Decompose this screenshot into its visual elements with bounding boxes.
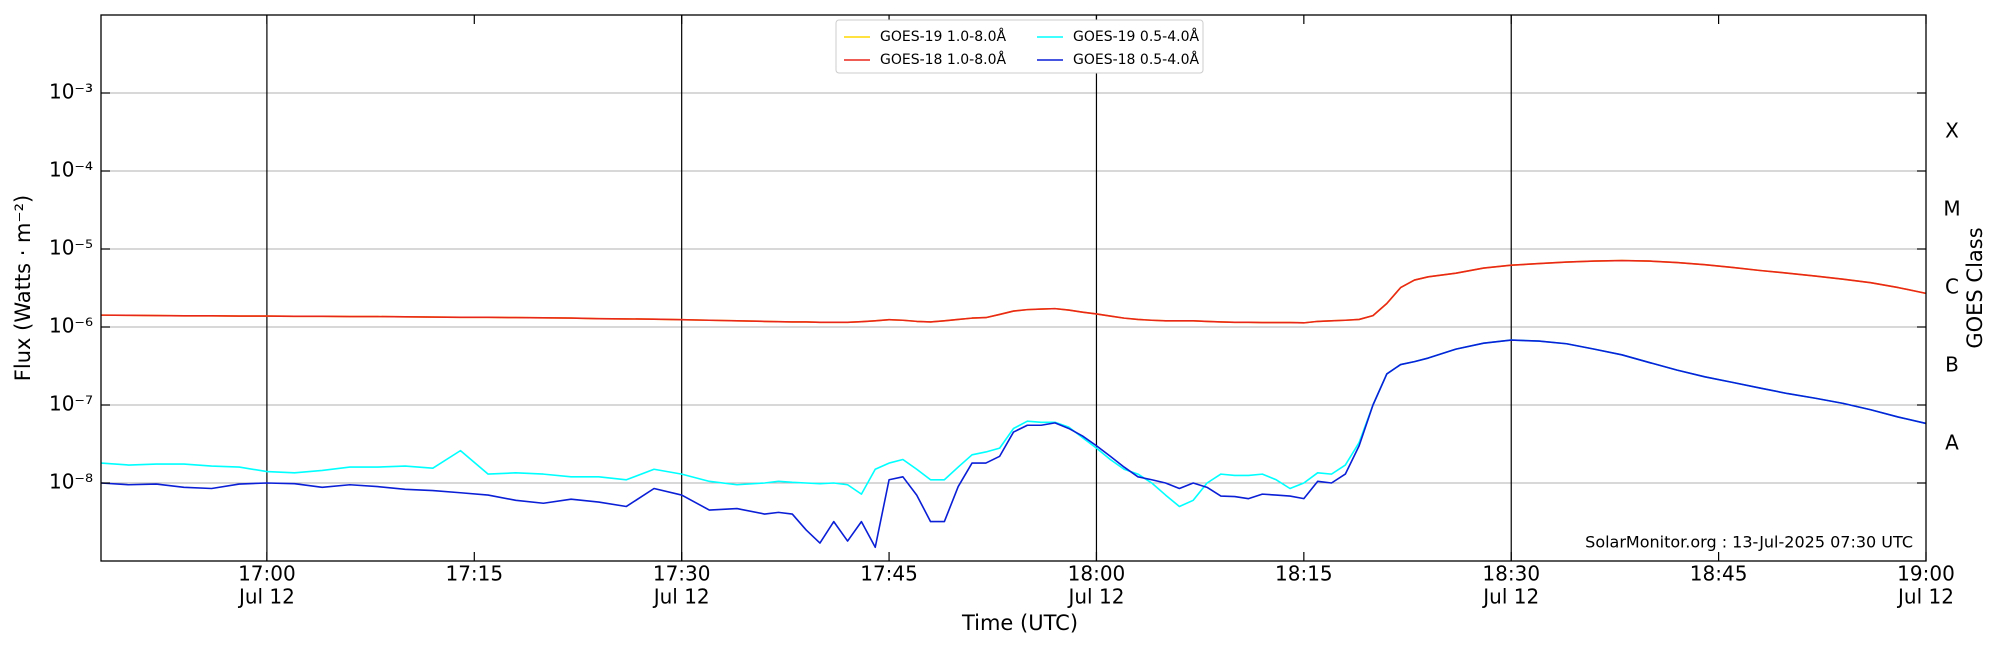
y-tick-label: 10⁻³ <box>49 80 93 104</box>
legend-label: GOES-18 1.0-8.0Å <box>880 51 1006 68</box>
x-tick-label: 18:15 <box>1275 562 1333 586</box>
legend-label: GOES-19 0.5-4.0Å <box>1073 28 1199 45</box>
x-tick-date: Jul 12 <box>1066 585 1124 609</box>
plot-frame <box>100 14 1927 562</box>
goes-class-label: A <box>1945 431 1959 455</box>
x-tick-label: 18:00 <box>1068 562 1126 586</box>
y-tick-label: 10⁻⁶ <box>49 314 93 338</box>
y-axis-label: Flux (Watts · m⁻²) <box>11 195 35 381</box>
grid <box>101 15 1926 561</box>
y-tick-label: 10⁻⁵ <box>49 236 93 260</box>
x-axis-label: Time (UTC) <box>961 611 1078 635</box>
goes-class-label: B <box>1945 353 1959 377</box>
x-tick-label: 17:15 <box>445 562 503 586</box>
x-tick-label: 17:45 <box>860 562 918 586</box>
plot-lines <box>100 259 1927 549</box>
goes-class-label: C <box>1945 275 1959 299</box>
legend: GOES-19 1.0-8.0Å GOES-18 1.0-8.0Å GOES-19 … <box>835 19 1204 74</box>
y-tick-label: 10⁻⁴ <box>49 158 93 182</box>
legend-label: GOES-18 0.5-4.0Å <box>1073 51 1199 68</box>
legend-label: GOES-19 1.0-8.0Å <box>880 28 1006 45</box>
series-line <box>100 259 1927 324</box>
y-tick-label: 10⁻⁷ <box>49 392 93 416</box>
x-tick-date: Jul 12 <box>1481 585 1539 609</box>
x-tick-label: 17:00 <box>238 562 296 586</box>
x-tick-label: 19:00 <box>1897 562 1955 586</box>
goes-class-label: X <box>1945 119 1959 143</box>
series-line <box>100 339 1927 549</box>
x-tick-date: Jul 12 <box>1896 585 1954 609</box>
x-tick-date: Jul 12 <box>652 585 710 609</box>
x-tick-label: 18:30 <box>1482 562 1540 586</box>
y-tick-label: 10⁻⁸ <box>49 470 93 494</box>
x-tick-label: 17:30 <box>653 562 711 586</box>
legend-box <box>835 19 1204 74</box>
annotation: SolarMonitor.org : 13-Jul-2025 07:30 UTC <box>1585 533 1913 552</box>
x-tick-date: Jul 12 <box>237 585 295 609</box>
goes-class-label: M <box>1943 197 1960 221</box>
x-tick-label: 18:45 <box>1690 562 1748 586</box>
y2-axis-label: GOES Class <box>1963 227 1987 348</box>
